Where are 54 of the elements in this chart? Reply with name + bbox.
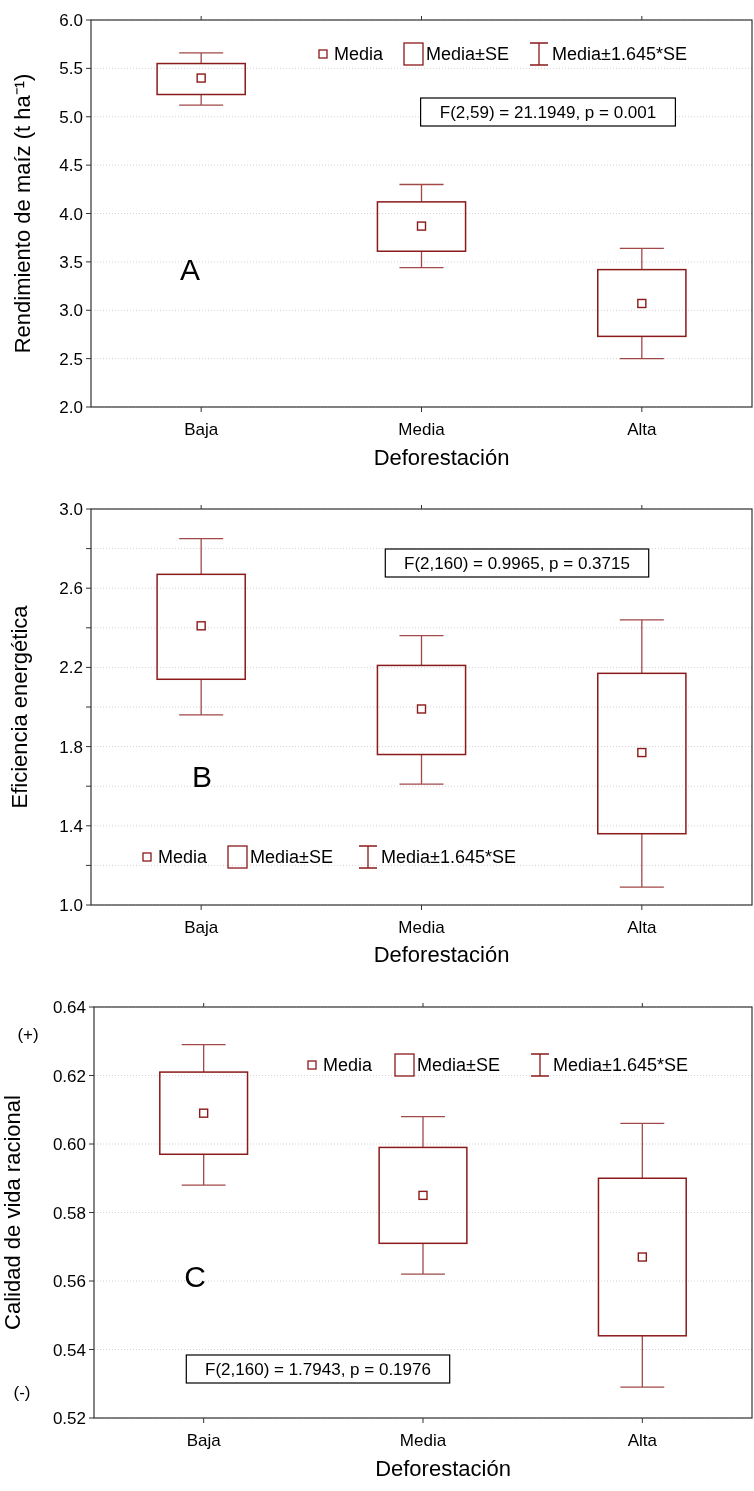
y-tick-label: 0.54	[52, 1340, 86, 1360]
y-tick-label: 0.62	[52, 1066, 86, 1086]
x-axis-title: Deforestación	[373, 445, 510, 470]
y-tick-label: 3.0	[59, 500, 83, 519]
annotation: Media±SE	[417, 1055, 500, 1075]
y-tick-label: 0.56	[52, 1272, 86, 1291]
annotation: Media	[158, 847, 209, 867]
y-axis-title: Rendimiento de maíz (t ha⁻¹)	[10, 73, 35, 354]
x-tick-label: Alta	[627, 918, 658, 937]
annotation: Media	[334, 44, 385, 64]
y-tick-label: 4.5	[59, 156, 83, 176]
x-tick-label: Baja	[186, 1431, 222, 1450]
x-tick-label: Media	[398, 420, 446, 439]
x-tick-label: Baja	[184, 918, 219, 937]
y-tick-label: 1.4	[59, 816, 83, 836]
y-tick-label: 2.6	[59, 579, 83, 599]
y-tick-label: 3.0	[59, 301, 83, 321]
annotation: F(2,59) = 21.1949, p = 0.001	[439, 103, 657, 122]
x-tick-label: Media	[399, 1431, 447, 1450]
x-tick-label: Alta	[627, 420, 658, 439]
y-tick-label: 5.0	[59, 107, 83, 127]
y-axis-title: Eficiencia energética	[7, 604, 32, 809]
y-tick-label: 3.5	[59, 252, 83, 272]
annotation: Media	[323, 1055, 374, 1075]
y-tick-label: 5.5	[59, 59, 83, 79]
y-tick-label: 1.8	[59, 737, 83, 757]
y-tick-label: 2.5	[59, 349, 83, 369]
annotation: F(2,160) = 0.9965, p = 0.3715	[404, 554, 630, 573]
annotation: A	[179, 253, 201, 286]
annotation: B	[191, 760, 213, 793]
x-axis-title: Deforestación	[373, 942, 510, 967]
y-tick-label: 4.0	[59, 204, 83, 224]
x-tick-label: Media	[398, 918, 446, 937]
text: (+)	[17, 1025, 39, 1044]
text: (-)	[13, 1383, 31, 1402]
annotation: Media±1.645*SE	[381, 847, 516, 867]
y-axis-title: Calidad de vida racional	[0, 1095, 25, 1330]
x-tick-label: Baja	[184, 420, 219, 439]
annotation: Media±SE	[426, 44, 509, 64]
y-tick-label: 0.52	[52, 1409, 86, 1428]
annotation: Media±SE	[250, 847, 333, 867]
x-axis-title: Deforestación	[375, 1456, 511, 1481]
x-tick-label: Alta	[627, 1431, 658, 1450]
annotation: Media±1.645*SE	[552, 44, 687, 64]
y-tick-label: 1.0	[59, 896, 83, 915]
annotation: Media±1.645*SE	[553, 1055, 688, 1075]
y-tick-label: 2.0	[59, 398, 83, 417]
annotation: F(2,160) = 1.7943, p = 0.1976	[205, 1360, 431, 1379]
y-tick-label: 2.2	[59, 658, 83, 678]
y-tick-label: 0.58	[52, 1203, 86, 1223]
y-tick-label: 6.0	[59, 11, 83, 30]
y-tick-label: 0.64	[52, 998, 86, 1017]
y-tick-label: 0.60	[52, 1135, 86, 1154]
annotation: C	[184, 1260, 206, 1293]
